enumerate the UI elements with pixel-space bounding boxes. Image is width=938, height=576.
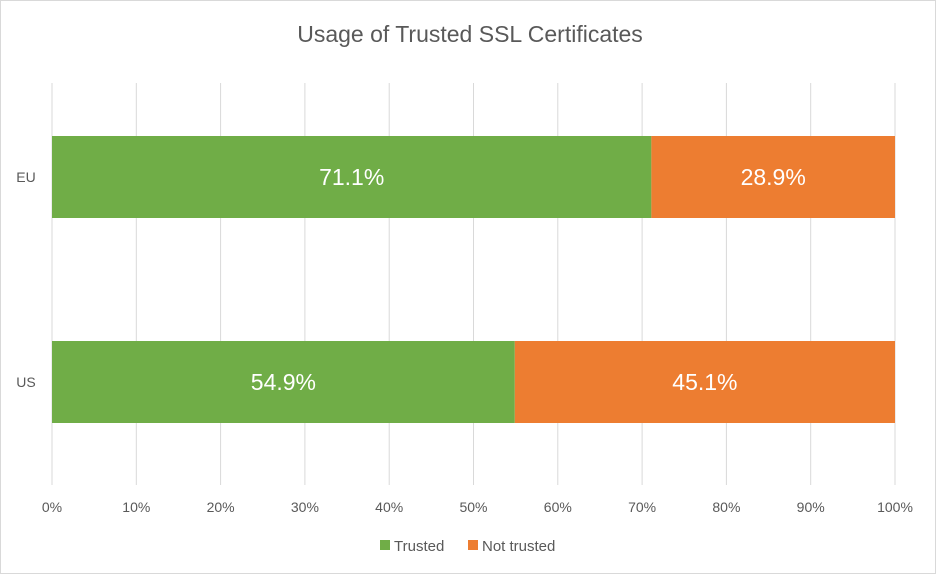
x-axis-ticks: 0% 10% 20% 30% 40% 50% 60% 70% 80% 90% 100%	[42, 499, 913, 515]
category-labels: EU US	[16, 169, 35, 390]
x-tick-label: 20%	[207, 499, 235, 515]
x-tick-label: 60%	[544, 499, 572, 515]
bar-eu-not-trusted	[651, 136, 895, 218]
legend-label: Trusted	[394, 538, 444, 555]
data-labels: 71.1% 28.9% 54.9% 45.1%	[251, 164, 806, 395]
chart-title: Usage of Trusted SSL Certificates	[297, 21, 643, 47]
x-tick-label: 100%	[877, 499, 913, 515]
bar-us-trusted	[52, 341, 515, 423]
legend: Trusted Not trusted	[380, 538, 555, 555]
x-tick-label: 0%	[42, 499, 62, 515]
legend-item-not-trusted: Not trusted	[468, 538, 555, 555]
category-label-eu: EU	[16, 169, 35, 185]
x-tick-label: 70%	[628, 499, 656, 515]
x-tick-label: 40%	[375, 499, 403, 515]
data-label-us-not-trusted: 45.1%	[672, 369, 737, 395]
x-tick-label: 30%	[291, 499, 319, 515]
x-tick-label: 50%	[459, 499, 487, 515]
x-tick-label: 10%	[122, 499, 150, 515]
data-label-eu-not-trusted: 28.9%	[741, 164, 806, 190]
legend-label: Not trusted	[482, 538, 555, 555]
x-tick-label: 80%	[712, 499, 740, 515]
category-label-us: US	[16, 374, 35, 390]
x-tick-label: 90%	[797, 499, 825, 515]
bar-us-not-trusted	[514, 341, 895, 423]
data-label-us-trusted: 54.9%	[251, 369, 316, 395]
legend-swatch	[380, 540, 390, 550]
bar-eu-trusted	[52, 136, 652, 218]
legend-swatch	[468, 540, 478, 550]
legend-item-trusted: Trusted	[380, 538, 444, 555]
data-label-eu-trusted: 71.1%	[319, 164, 384, 190]
bars	[52, 136, 895, 423]
